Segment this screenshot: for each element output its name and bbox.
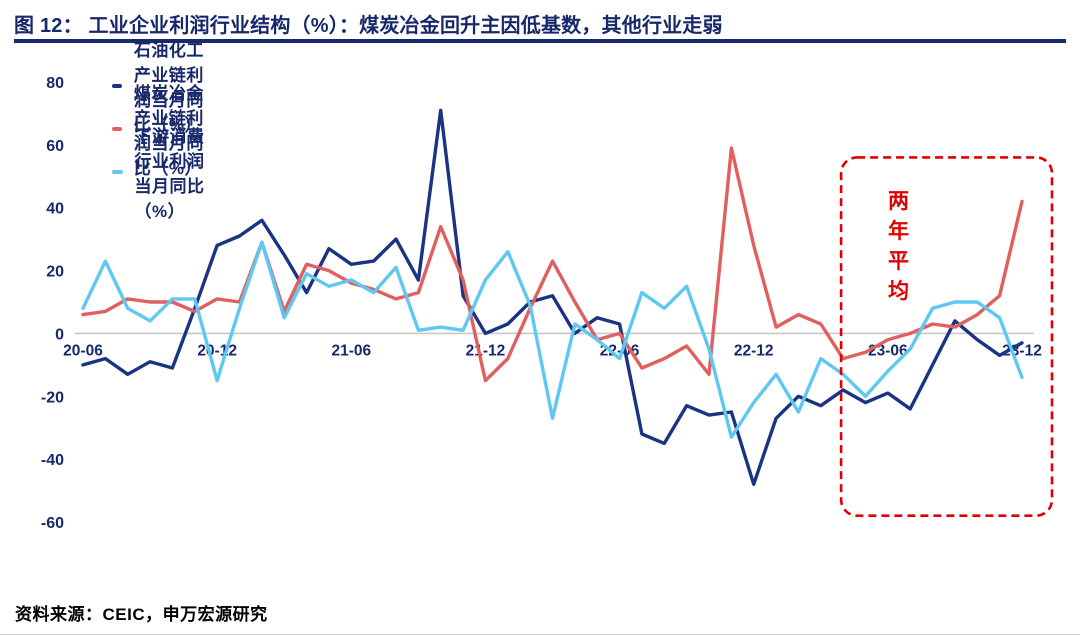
y-tick-label: 80: [46, 75, 64, 92]
legend-swatch-coal-metallurgy-line: [112, 126, 122, 131]
legend-swatch-downstream-consumer-line: [112, 169, 123, 174]
y-tick-label: 0: [55, 326, 64, 343]
series-line-2: [81, 240, 1024, 439]
y-tick-label: 60: [46, 138, 64, 155]
legend-item-downstream-consumer: 下游消费行业利润当月同比（%）: [112, 127, 211, 221]
two-year-average-label: 两年平均: [888, 190, 911, 303]
x-tick-label: 20-12: [197, 342, 237, 359]
y-tick-label: 20: [46, 264, 64, 281]
legend-item-petrochemical: 石油化工产业链利润当月同比（%）: [112, 41, 211, 135]
series-line-0: [81, 108, 1024, 486]
legend-label-coal-metallurgy: 煤炭冶金产业链利润当月同比（%）: [133, 83, 204, 178]
line-chart-svg: 80 60 40 20 0 -20 -40 -60 20-06 20-12 21-06 21-12 22…: [41, 75, 1054, 532]
x-tick-label: 21-06: [331, 342, 371, 359]
chart-legend: 石油化工产业链利润当月同比（%） 煤炭冶金产业链利润当月同比（%） 下游消费行业…: [112, 41, 211, 221]
legend-item-coal-metallurgy: 煤炭冶金产业链利润当月同比（%）: [112, 84, 211, 178]
two-year-average-box: [839, 156, 1054, 517]
y-tick-label: 40: [46, 201, 64, 218]
title-underline-rule: [14, 39, 1066, 43]
x-tick-label: 20-06: [63, 342, 103, 359]
x-tick-label: 21-12: [466, 342, 506, 359]
legend-label-petrochemical: 石油化工产业链利润当月同比（%）: [133, 40, 204, 135]
series-line-1: [81, 146, 1024, 383]
y-tick-label: -40: [41, 452, 64, 469]
y-tick-label: -60: [41, 515, 64, 532]
legend-label-downstream-consumer: 下游消费行业利润当月同比（%）: [134, 126, 205, 221]
y-tick-label: -20: [41, 389, 64, 406]
figure-title: 图 12： 工业企业利润行业结构（%）：煤炭冶金回升主因低基数，其他行业走弱: [14, 15, 723, 37]
x-tick-label: 22-12: [734, 342, 774, 359]
source-note: 资料来源：CEIC，申万宏源研究: [15, 605, 268, 624]
legend-swatch-petrochemical-line: [112, 83, 122, 88]
